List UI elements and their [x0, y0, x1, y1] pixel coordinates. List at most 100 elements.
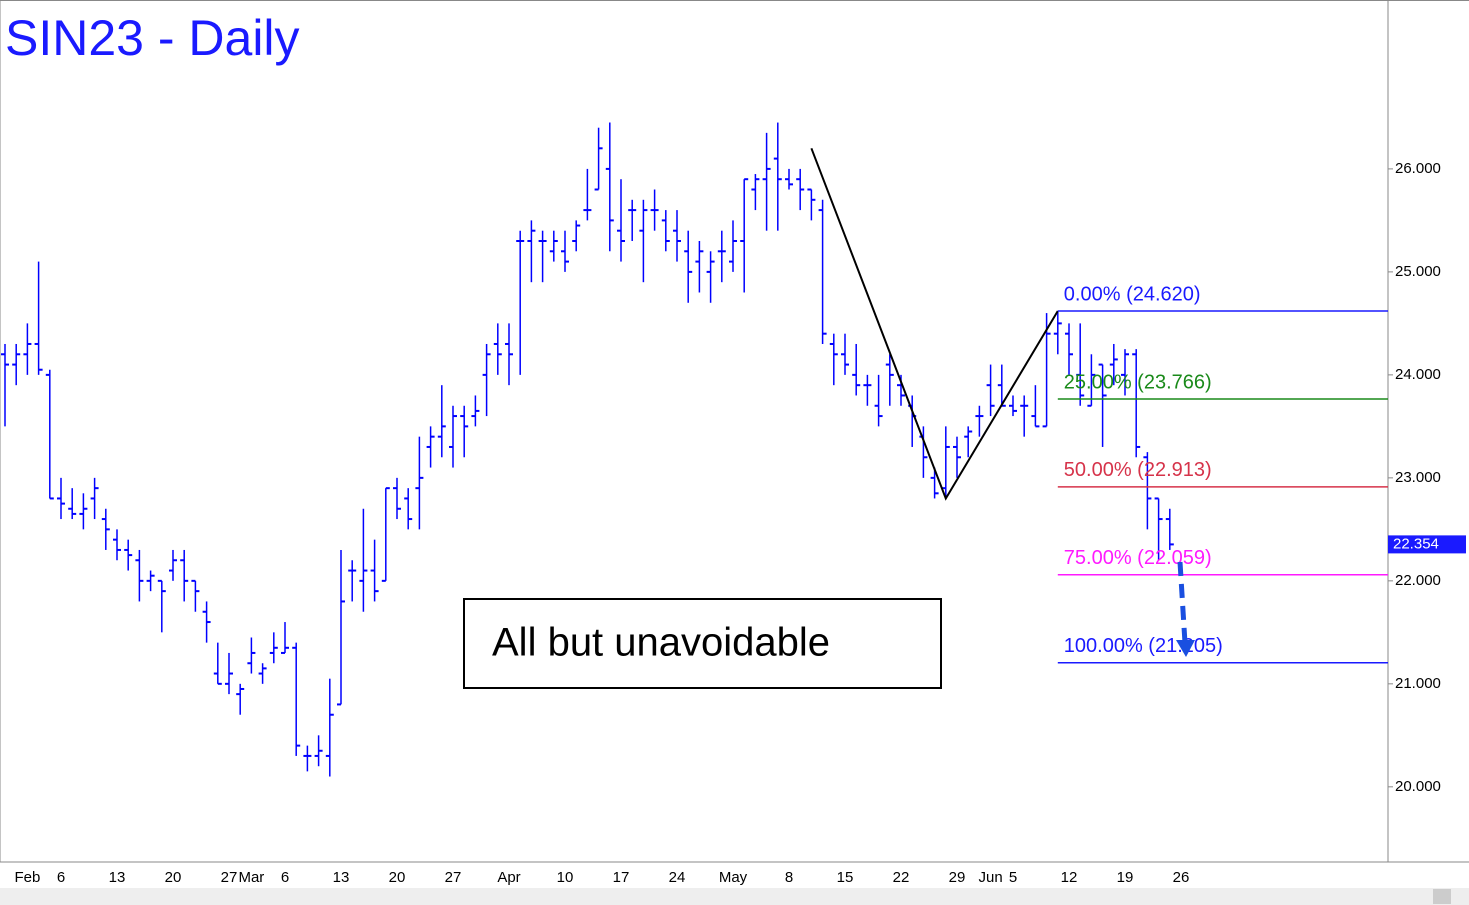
ohlc-bar — [628, 199, 637, 241]
ohlc-bar — [1098, 363, 1107, 447]
y-tick-label: 23.000 — [1395, 469, 1441, 486]
ohlc-bar — [68, 488, 77, 520]
ohlc-bar — [572, 220, 581, 252]
ohlc-bar — [617, 179, 625, 262]
ohlc-bar — [538, 230, 547, 283]
ohlc-bar — [717, 230, 726, 283]
ohlc-bar — [561, 230, 569, 272]
x-tick-label: 24 — [669, 869, 686, 886]
x-tick-label: 15 — [837, 869, 854, 886]
ohlc-bar — [303, 745, 312, 772]
ohlc-bar — [605, 122, 614, 252]
ohlc-bar — [505, 323, 513, 386]
fib-label: 100.00% (21.205) — [1064, 635, 1223, 657]
x-tick-label: 13 — [109, 869, 126, 886]
x-tick-label: 27 — [221, 869, 238, 886]
ohlc-bar — [225, 652, 233, 695]
ohlc-bar — [1076, 323, 1085, 406]
ohlc-bar — [426, 426, 435, 468]
chart-title: SIN23 - Daily — [5, 10, 300, 66]
ohlc-bar — [45, 369, 54, 500]
ohlc-bar — [997, 364, 1006, 407]
x-tick-label: 6 — [57, 869, 65, 886]
ohlc-bar — [729, 220, 737, 272]
x-tick-label: 6 — [281, 869, 289, 886]
ohlc-bar — [1042, 313, 1051, 428]
ohlc-bar — [404, 488, 413, 530]
ohlc-bar — [191, 579, 200, 612]
forecast-arrow — [1177, 561, 1188, 644]
x-tick-label: 22 — [893, 869, 910, 886]
ohlc-bar — [650, 189, 659, 231]
ohlc-bar — [975, 405, 984, 437]
ohlc-bar — [325, 678, 334, 777]
ohlc-bar — [12, 343, 21, 386]
ohlc-bar — [1109, 343, 1118, 386]
ohlc-bar — [23, 323, 32, 375]
y-tick-label: 21.000 — [1395, 675, 1441, 692]
x-tick-label: 5 — [1009, 869, 1017, 886]
ohlc-bar — [986, 364, 995, 417]
ohlc-bar — [1009, 395, 1017, 417]
ohlc-bar — [841, 333, 849, 375]
x-tick-label: 20 — [165, 869, 182, 886]
zigzag-line — [810, 147, 1059, 501]
x-tick-label: Mar — [238, 869, 264, 886]
x-tick-label: 10 — [557, 869, 574, 886]
fib-label: 0.00% (24.620) — [1064, 283, 1201, 305]
ohlc-bar — [773, 122, 782, 231]
ohlc-bar — [964, 426, 973, 458]
ohlc-bar — [953, 436, 961, 478]
ohlc-bar — [1053, 311, 1062, 355]
x-tick-label: May — [719, 869, 748, 886]
ohlc-bar — [493, 323, 502, 375]
ohlc-bar — [113, 529, 121, 561]
x-tick-label: Apr — [497, 869, 520, 886]
y-tick-label: 24.000 — [1395, 366, 1441, 383]
plot: 20.000 21.000 22.000 23.000 24.000 25.000 26.0… — [1, 122, 1466, 886]
x-tick-label: 26 — [1173, 869, 1190, 886]
ohlc-bar — [930, 467, 939, 499]
annotation-text: All but unavoidable — [492, 621, 830, 665]
ohlc-bar — [146, 570, 155, 592]
ohlc-bar — [213, 642, 222, 685]
scrollbar[interactable] — [0, 888, 1469, 905]
last-price-label: 22.354 — [1393, 535, 1439, 552]
annotation-box — [463, 598, 942, 689]
scrollbar-thumb[interactable] — [1433, 889, 1451, 904]
y-tick-label: 25.000 — [1395, 263, 1441, 280]
ohlc-bar — [740, 178, 749, 293]
last-price-box — [1388, 535, 1466, 554]
ohlc-bar — [269, 632, 278, 664]
ohlc-bar — [549, 230, 558, 262]
ohlc-bar — [785, 168, 793, 190]
ohlc-bar — [393, 477, 401, 520]
x-tick-label: 19 — [1117, 869, 1134, 886]
ohlc-bar — [101, 508, 110, 550]
ohlc-bar — [1132, 349, 1141, 458]
ohlc-bar — [359, 508, 368, 612]
x-tick-label: 8 — [785, 869, 793, 886]
ohlc-bar — [874, 374, 883, 427]
x-tick-label: 27 — [445, 869, 462, 886]
ohlc-bar — [1165, 508, 1174, 550]
forecast-arrow-head — [1176, 640, 1195, 657]
ohlc-bar — [415, 436, 424, 530]
ohlc-bar — [247, 637, 256, 674]
ohlc-bar — [1065, 323, 1073, 375]
ohlc-bar — [157, 579, 166, 633]
ohlc-bar — [169, 549, 177, 581]
ohlc-bar — [807, 188, 816, 221]
ohlc-bar — [281, 622, 289, 654]
ohlc-bar — [751, 174, 760, 211]
x-tick-label: 17 — [613, 869, 630, 886]
ohlc-bar — [762, 132, 771, 231]
ohlc-bar — [437, 385, 446, 458]
ohlc-bar — [796, 168, 805, 211]
ohlc-bar — [34, 261, 43, 375]
x-tick-label: 29 — [949, 869, 966, 886]
ohlc-bar — [885, 354, 894, 406]
ohlc-bar — [1121, 349, 1129, 396]
